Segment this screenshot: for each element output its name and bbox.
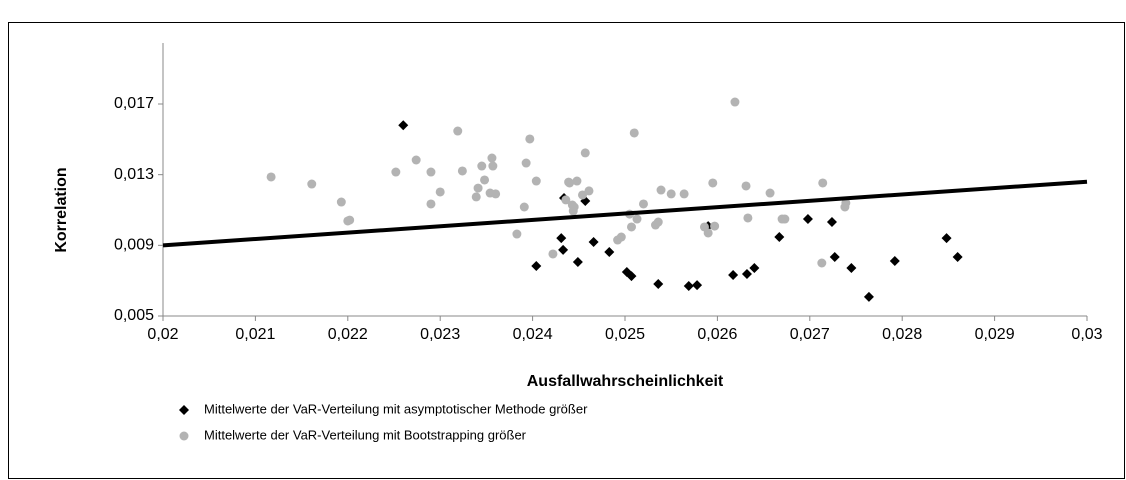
x-axis-label: Ausfallwahrscheinlichkeit bbox=[527, 373, 724, 390]
point bbox=[584, 186, 594, 196]
point bbox=[817, 258, 827, 268]
x-tick-label: 0,029 bbox=[975, 326, 1015, 343]
point bbox=[741, 181, 751, 191]
legend-label: Mittelwerte der VaR-Verteilung mit asymp… bbox=[204, 401, 588, 416]
point bbox=[411, 155, 421, 165]
point bbox=[471, 192, 481, 202]
point bbox=[453, 126, 463, 136]
point bbox=[548, 249, 558, 259]
point bbox=[952, 251, 963, 262]
x-tick-label: 0,03 bbox=[1071, 326, 1102, 343]
point bbox=[477, 161, 487, 171]
point bbox=[531, 261, 542, 272]
point bbox=[577, 190, 587, 200]
point bbox=[765, 188, 775, 198]
point bbox=[818, 178, 828, 188]
point bbox=[531, 176, 541, 186]
legend-label: Mittelwerte der VaR-Verteilung mit Boots… bbox=[204, 427, 527, 442]
point bbox=[826, 217, 837, 228]
point bbox=[656, 185, 666, 195]
x-tick-label: 0,02 bbox=[147, 326, 178, 343]
x-tick-label: 0,025 bbox=[605, 326, 645, 343]
point bbox=[703, 228, 713, 238]
point bbox=[556, 233, 567, 244]
point bbox=[941, 233, 952, 244]
point bbox=[491, 189, 501, 199]
point bbox=[588, 236, 599, 247]
y-tick-label: 0,013 bbox=[114, 166, 154, 183]
point bbox=[521, 158, 531, 168]
point bbox=[604, 247, 615, 258]
point bbox=[629, 128, 639, 138]
point bbox=[666, 189, 676, 199]
point bbox=[426, 199, 436, 209]
point bbox=[426, 167, 436, 177]
point bbox=[710, 221, 720, 231]
point bbox=[565, 178, 575, 188]
point bbox=[473, 183, 483, 193]
y-tick-label: 0,009 bbox=[114, 237, 154, 254]
point bbox=[829, 251, 840, 262]
legend-marker bbox=[179, 405, 189, 415]
point bbox=[572, 256, 583, 267]
point bbox=[512, 229, 522, 239]
point bbox=[572, 176, 582, 186]
point bbox=[728, 270, 739, 281]
y-axis-label: Korrelation bbox=[53, 167, 70, 252]
point bbox=[487, 153, 497, 163]
point bbox=[889, 256, 900, 267]
point bbox=[435, 187, 445, 197]
point bbox=[580, 148, 590, 158]
point bbox=[749, 262, 760, 273]
point bbox=[653, 217, 663, 227]
x-tick-label: 0,021 bbox=[235, 326, 275, 343]
point bbox=[266, 172, 276, 182]
point bbox=[626, 222, 636, 232]
point bbox=[307, 179, 317, 189]
x-tick-label: 0,024 bbox=[513, 326, 553, 343]
y-tick-label: 0,005 bbox=[114, 307, 154, 324]
point bbox=[457, 166, 467, 176]
point bbox=[638, 199, 648, 209]
point bbox=[846, 262, 857, 273]
point bbox=[730, 97, 740, 107]
x-tick-label: 0,027 bbox=[790, 326, 830, 343]
x-tick-label: 0,022 bbox=[328, 326, 368, 343]
point bbox=[569, 202, 579, 212]
point bbox=[345, 215, 355, 225]
point bbox=[480, 175, 490, 185]
y-tick-label: 0,017 bbox=[114, 95, 154, 112]
point bbox=[743, 213, 753, 223]
point bbox=[488, 161, 498, 171]
point bbox=[708, 178, 718, 188]
point bbox=[802, 214, 813, 225]
point bbox=[632, 214, 642, 224]
point bbox=[391, 167, 401, 177]
trendline bbox=[162, 179, 1088, 248]
legend-marker bbox=[179, 431, 189, 441]
point bbox=[336, 197, 346, 207]
point bbox=[519, 202, 529, 212]
point bbox=[683, 280, 694, 291]
x-tick-label: 0,028 bbox=[882, 326, 922, 343]
point bbox=[558, 244, 569, 255]
point bbox=[561, 195, 571, 205]
x-tick-label: 0,023 bbox=[420, 326, 460, 343]
point bbox=[741, 268, 752, 279]
point bbox=[774, 232, 785, 243]
point bbox=[653, 279, 664, 290]
point bbox=[780, 214, 790, 224]
point bbox=[616, 232, 626, 242]
point bbox=[626, 271, 637, 282]
point bbox=[398, 120, 409, 131]
x-tick-label: 0,026 bbox=[697, 326, 737, 343]
point bbox=[863, 291, 874, 302]
point bbox=[841, 198, 851, 208]
point bbox=[692, 280, 703, 291]
point bbox=[525, 134, 535, 144]
chart-border bbox=[8, 22, 1125, 479]
point bbox=[679, 189, 689, 199]
